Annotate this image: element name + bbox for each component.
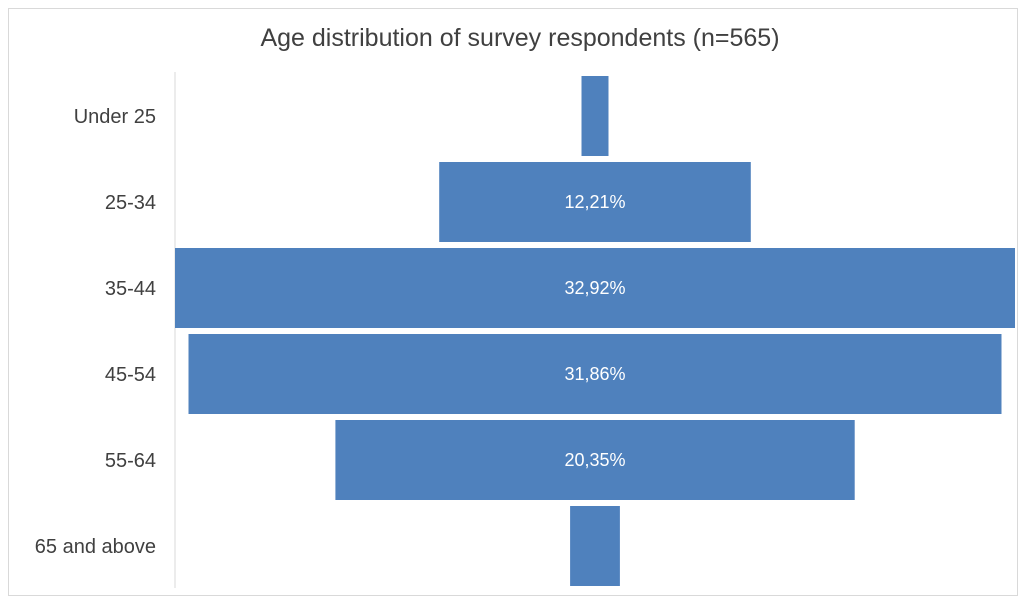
- data-label-45-54: 31,86%: [564, 364, 625, 384]
- tick-label-65-and-above: 65 and above: [35, 536, 156, 558]
- category-ticks-group: Under 25 25-34 35-44 45-54 55-64 65 and above: [35, 106, 156, 558]
- tick-label-55-64: 55-64: [105, 450, 156, 472]
- tick-label-under-25: Under 25: [74, 106, 156, 128]
- bar-25-34: [439, 162, 751, 242]
- bars-group: [175, 76, 1015, 586]
- tick-label-25-34: 25-34: [105, 192, 156, 214]
- chart-title: Age distribution of survey respondents (…: [260, 24, 780, 52]
- bar-55-64: [335, 420, 855, 500]
- data-label-25-34: 12,21%: [564, 192, 625, 212]
- bar-under-25: [581, 76, 609, 156]
- data-labels-group: 12,21% 32,92% 31,86% 20,35%: [564, 192, 625, 470]
- chart-frame: [8, 8, 1018, 596]
- bar-45-54: [188, 334, 1002, 414]
- bar-65-and-above: [570, 506, 620, 586]
- data-label-55-64: 20,35%: [564, 450, 625, 470]
- tick-label-45-54: 45-54: [105, 364, 156, 386]
- data-label-35-44: 32,92%: [564, 278, 625, 298]
- bar-35-44: [175, 248, 1015, 328]
- tick-label-35-44: 35-44: [105, 278, 156, 300]
